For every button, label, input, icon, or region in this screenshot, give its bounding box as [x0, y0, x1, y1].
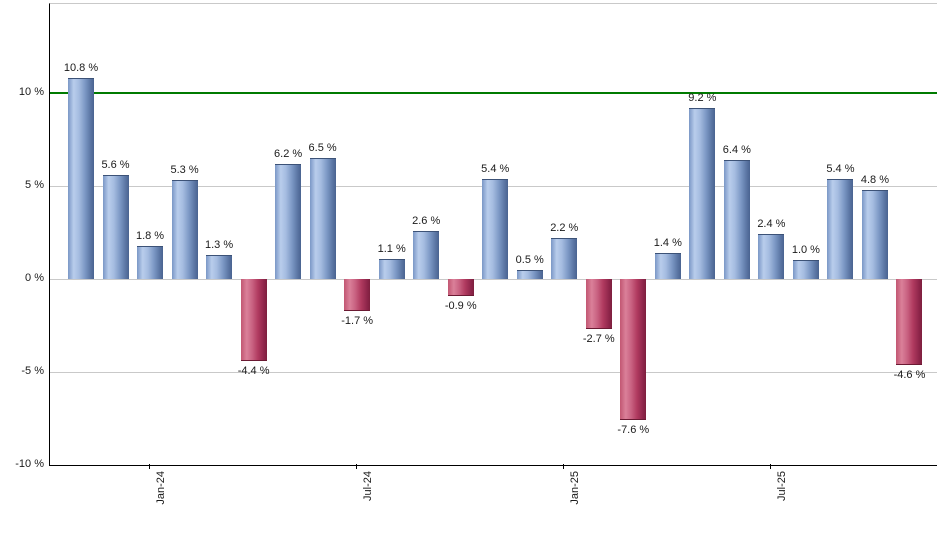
bar-19: [689, 107, 716, 279]
bar-value-label: 2.4 %: [757, 218, 786, 231]
bar-value-label: 5.3 %: [170, 164, 199, 177]
bar-value-label: 5.4 %: [481, 162, 510, 175]
bar-14: [516, 269, 543, 279]
x-tick-label-Jul-25: Jul-25: [776, 471, 789, 501]
bar-value-label: 5.6 %: [101, 158, 130, 171]
y-tick-label--10: -10 %: [15, 458, 44, 470]
bar-value-label: 9.2 %: [688, 91, 717, 104]
bar-value-label: -0.9 %: [444, 299, 477, 312]
x-tick-label-Jul-24: Jul-24: [362, 471, 375, 501]
gridline--5pct: [50, 372, 937, 373]
y-tick-label--5: -5 %: [21, 365, 44, 377]
bar-15: [551, 238, 578, 279]
bar-value-label: 6.5 %: [308, 142, 337, 155]
bar-value-label: -1.7 %: [341, 314, 374, 327]
bar-17: [620, 279, 647, 421]
bar-23: [827, 178, 854, 279]
bar-10: [378, 258, 405, 279]
x-tick-Jul-25: [770, 464, 772, 469]
x-tick-Jul-24: [356, 464, 358, 469]
bar-value-label: 1.4 %: [653, 236, 682, 249]
x-tick-label-Jan-24: Jan-24: [155, 471, 168, 505]
bar-3: [137, 245, 164, 279]
bar-value-label: -4.6 %: [893, 368, 926, 381]
bar-9: [344, 279, 371, 311]
bar-2: [102, 174, 129, 279]
y-tick-label-5: 5 %: [25, 179, 44, 191]
bar-24: [861, 189, 888, 279]
bar-11: [413, 230, 440, 279]
bar-value-label: -2.7 %: [582, 333, 615, 346]
bar-value-label: -7.6 %: [617, 424, 650, 437]
bar-18: [654, 252, 681, 279]
bar-1: [68, 78, 94, 279]
bar-value-label: 0.5 %: [515, 253, 544, 266]
gridline-0pct: [50, 279, 937, 280]
bar-value-label: 5.4 %: [826, 162, 855, 175]
bar-value-label: 6.2 %: [274, 147, 303, 160]
bar-value-label: 4.8 %: [860, 173, 890, 186]
bar-21: [758, 234, 785, 279]
bar-12: [447, 279, 474, 296]
bar-5: [206, 254, 233, 279]
bar-6: [240, 279, 267, 361]
reference-line-10pct: [50, 92, 937, 94]
bar-value-label: 6.4 %: [722, 143, 751, 156]
bar-value-label: 1.0 %: [791, 244, 820, 257]
bar-value-label: -4.4 %: [237, 364, 270, 377]
y-tick-label-0: 0 %: [25, 272, 44, 284]
bar-value-label: 2.6 %: [412, 214, 441, 227]
bar-value-label: 2.2 %: [550, 222, 579, 235]
x-tick-Jan-24: [149, 464, 151, 469]
bar-value-label: 1.3 %: [205, 238, 234, 251]
bar-value-label: 1.8 %: [135, 229, 165, 242]
bar-4: [171, 180, 198, 279]
x-tick-label-Jan-25: Jan-25: [569, 471, 582, 505]
bar-7: [275, 163, 302, 279]
bar-16: [585, 279, 612, 330]
plot-area: 10.8 % 5.6 % 1.8 % 5.3 % 1.3 % -4.4 % 6.2 % 6.5…: [49, 3, 937, 466]
bar-8: [309, 158, 336, 279]
bar-13: [482, 178, 509, 279]
bar-25: [896, 279, 923, 365]
bar-20: [723, 159, 750, 279]
y-tick-label-10: 10 %: [18, 86, 44, 98]
bar-value-label: 1.1 %: [377, 242, 406, 255]
bar-22: [792, 260, 819, 279]
bar-value-label: 10.8 %: [63, 62, 99, 75]
x-tick-Jan-25: [563, 464, 565, 469]
